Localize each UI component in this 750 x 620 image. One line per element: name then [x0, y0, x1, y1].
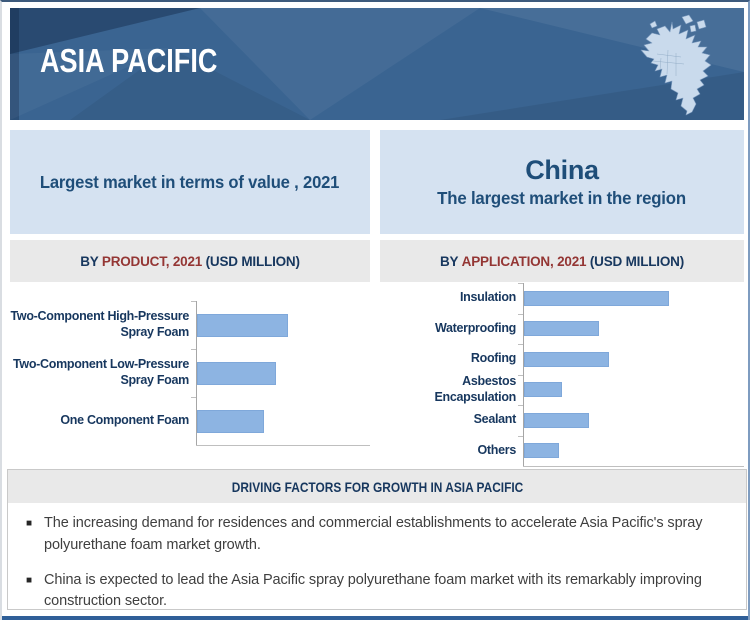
bullet-text: The increasing demand for residences and…	[44, 515, 703, 553]
square-bullet-icon: ■	[26, 574, 32, 586]
category-label: Waterproofing	[434, 320, 516, 335]
category-label: Sealant	[473, 412, 517, 427]
by-product-title-band: BY PRODUCT, 2021 (USD MILLION)	[10, 240, 370, 282]
category-label: Others	[477, 442, 517, 457]
bullet-text: China is expected to lead the Asia Pacif…	[44, 571, 702, 610]
right-highlight-title: China	[525, 155, 599, 185]
band-prefix: BY	[80, 253, 102, 269]
chart-row: Asbestos Encapsulation	[380, 374, 744, 405]
category-label: Two-Component High-Pressure Spray Foam	[10, 309, 190, 339]
list-item: ■ The increasing demand for residences a…	[26, 513, 728, 557]
bar-track	[191, 349, 370, 397]
header-banner: ASIA PACIFIC	[10, 8, 744, 120]
bar-track	[191, 397, 370, 445]
driving-factors-title: DRIVING FACTORS FOR GROWTH IN ASIA PACIF…	[8, 470, 746, 503]
chart-row: Sealant	[380, 405, 744, 436]
band-emphasis: APPLICATION, 2021	[461, 253, 587, 269]
data-bar	[524, 443, 559, 459]
x-axis-line	[196, 445, 370, 446]
chart-row: Two-Component Low-Pressure Spray Foam	[10, 349, 370, 397]
bar-track	[518, 374, 744, 405]
by-application-title-band: BY APPLICATION, 2021 (USD MILLION)	[380, 240, 744, 282]
left-highlight-panel: Largest market in terms of value , 2021	[10, 130, 370, 234]
right-highlight-panel: China The largest market in the region	[380, 130, 744, 234]
by-product-bar-chart: Two-Component High-Pressure Spray Foam Tw…	[10, 287, 370, 446]
band-suffix: (USD MILLION)	[586, 253, 684, 269]
chart-row: Waterproofing	[380, 313, 744, 344]
band-prefix: BY	[440, 253, 462, 269]
data-bar	[197, 361, 276, 385]
bar-track	[518, 344, 744, 375]
page-title: ASIA PACIFIC	[40, 42, 218, 79]
list-item: ■ China is expected to lead the Asia Pac…	[26, 570, 728, 614]
category-label: One Component Foam	[60, 413, 189, 428]
driving-factors-list: ■ The increasing demand for residences a…	[26, 513, 728, 613]
chart-row: Others	[380, 435, 744, 466]
data-bar	[524, 412, 589, 428]
band-emphasis: PRODUCT, 2021	[101, 253, 203, 269]
bar-track	[191, 301, 370, 349]
square-bullet-icon: ■	[26, 518, 32, 529]
north-america-map-icon	[626, 12, 716, 116]
data-bar	[197, 313, 288, 337]
category-label: Roofing	[470, 351, 516, 366]
data-bar	[524, 290, 669, 306]
data-bar	[524, 382, 562, 398]
x-axis-line	[523, 466, 744, 467]
data-bar	[197, 409, 264, 433]
chart-row: Two-Component High-Pressure Spray Foam	[10, 301, 370, 349]
bar-track	[518, 405, 744, 436]
bar-track	[518, 313, 744, 344]
chart-row: Roofing	[380, 344, 744, 375]
data-bar	[524, 321, 599, 337]
category-label: Asbestos Encapsulation	[434, 374, 516, 404]
chart-row: One Component Foam	[10, 397, 370, 445]
bar-track	[518, 435, 744, 466]
category-label: Two-Component Low-Pressure Spray Foam	[12, 357, 189, 387]
data-bar	[524, 351, 609, 367]
driving-factors-section: DRIVING FACTORS FOR GROWTH IN ASIA PACIF…	[7, 469, 747, 610]
bar-track	[518, 283, 744, 314]
polygon-pattern-decoration	[10, 8, 744, 120]
left-highlight-text: Largest market in terms of value , 2021	[40, 171, 340, 192]
bottom-accent-rule	[2, 616, 748, 620]
band-suffix: (USD MILLION)	[202, 253, 300, 269]
category-label: Insulation	[459, 290, 516, 305]
right-highlight-subtitle: The largest market in the region	[437, 188, 687, 208]
by-application-bar-chart: Insulation Waterproofing Roofing Asbestos E…	[380, 283, 744, 467]
chart-row: Insulation	[380, 283, 744, 314]
